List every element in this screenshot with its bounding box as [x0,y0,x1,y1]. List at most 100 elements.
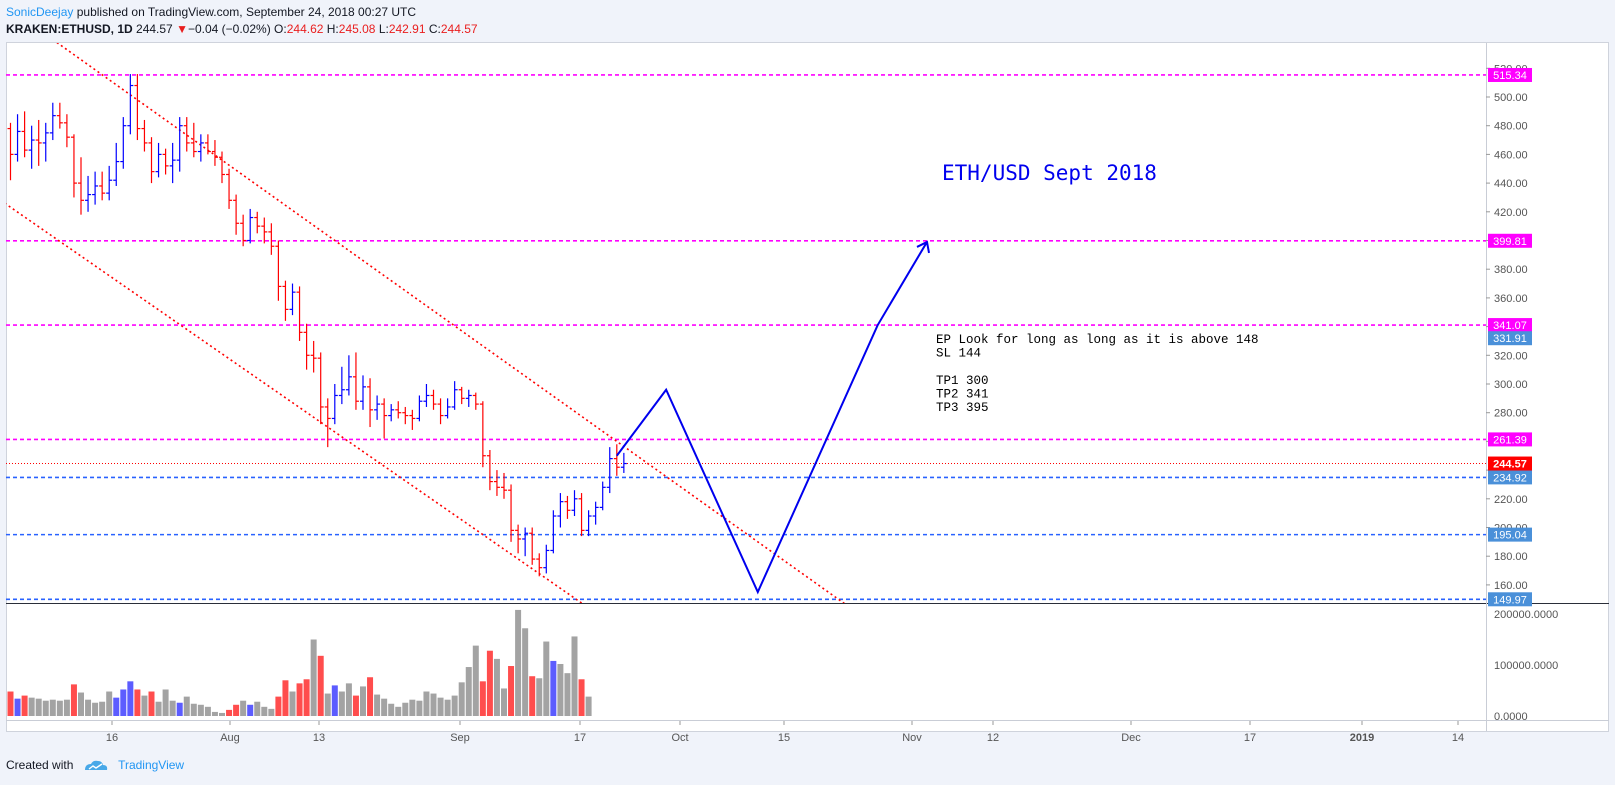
ohlc-bar [14,114,21,162]
ohlc-bar [317,352,324,425]
ohlc-bar [162,148,169,175]
volume-bar [99,701,106,716]
volume-bar [211,711,218,716]
volume-bar [78,692,84,716]
volume-bar [282,680,289,716]
volume-bar [21,695,28,716]
ohlc-bar [85,175,92,212]
volume-bar [35,698,42,716]
high-value: 245.08 [338,22,376,36]
chart-frame[interactable] [6,42,1609,732]
volume-bar [501,688,507,716]
volume-bar [529,676,536,716]
ohlc-bar [63,114,70,148]
annotation-note-line: TP3 395 [936,401,989,415]
forecast-path [615,240,930,595]
price-tick-label: 320.00 [1494,350,1528,362]
time-tick-label: Oct [671,732,688,744]
ohlc-bar [620,452,627,473]
ohlc-bar [183,117,190,152]
volume-bar [85,699,92,716]
ohlc-bar [303,323,310,370]
ohlc-bar [120,117,127,169]
volume-bar [63,699,70,716]
annotation-note-line: EP Look for long as long as it is above … [936,333,1259,347]
volume-bar [197,704,204,716]
volume-bar [331,685,338,716]
volume-bar [423,691,430,716]
ohlc-bar [176,117,183,172]
ohlc-bar [282,280,289,321]
tradingview-link[interactable]: TradingView [118,758,185,772]
low-value: 242.91 [388,22,426,36]
volume-bar [444,699,451,716]
close-value: 244.57 [440,22,478,36]
ohlc-bar [204,134,211,155]
open-label: O: [274,22,287,36]
author-link[interactable]: SonicDeejay [6,5,74,19]
tradingview-logo-icon [84,760,107,770]
ohlc-bar [49,102,56,141]
high-label: H: [326,22,339,36]
volume-bar [338,691,345,716]
ohlc-bar [127,74,134,135]
ohlc-bar [21,111,28,158]
level-label-bg [1488,318,1532,333]
time-tick-label: Dec [1121,732,1141,744]
axes: 160.00180.00200.00220.00240.00260.00280.… [6,43,1609,744]
channel-trendline [56,43,846,603]
open-value: 244.62 [286,22,324,36]
ohlc-bar [56,102,63,129]
ohlc-bar [557,493,564,528]
level-label: 234.92 [1493,472,1527,484]
ohlc-bars [7,74,627,577]
volume-bars [7,609,592,716]
ohlc-bar [543,544,550,574]
price-labels: 515.34 399.81 341.07 261.39 234.92 195.04 149.… [1488,67,1532,607]
annotation-note-line: SL 144 [936,347,981,361]
volume-bar [564,673,571,716]
volume-bar [190,703,197,716]
low-label: L: [378,22,389,36]
trendlines [6,43,846,603]
volume-bar [296,683,303,716]
ohlc-bar [324,398,331,448]
ohlc-bar [211,140,218,166]
price-tick-label: 500.00 [1494,92,1528,104]
volume-bar [14,698,21,716]
volume-bar [42,700,49,716]
ohlc-bar [374,395,381,420]
time-tick-label: Aug [220,732,240,744]
level-label-bg [1488,592,1532,607]
volume-bar [141,695,148,716]
ohlc-bar [493,470,500,496]
volume-bar [324,693,331,716]
forecast-arrowhead [916,240,930,254]
volume-bar [522,628,529,716]
volume-bar [550,660,557,716]
publish-info: SonicDeejay published on TradingView.com… [6,5,416,19]
ohlc-bar [437,398,444,425]
level-label-bg [1488,233,1532,248]
ohlc-bar [190,122,197,158]
ohlc-bar [486,450,493,491]
volume-bar [515,609,522,716]
ohlc-bar [155,142,162,178]
price-tick-label: 180.00 [1494,551,1528,563]
ohlc-bar [345,355,352,396]
ohlc-bar [367,378,374,428]
volume-bar [204,706,211,716]
volume-bar [381,698,388,716]
ohlc-bar [360,375,366,410]
volume-bar [317,655,324,716]
horizontal-levels [6,74,1486,601]
volume-bar [486,650,493,716]
volume-bar [458,682,465,716]
ohlc-bar [599,481,606,511]
volume-bar [585,696,592,716]
ohlc-bar [444,398,451,419]
last-price-value: 244.57 [136,22,173,36]
volume-bar [127,681,134,716]
volume-bar [402,702,409,716]
